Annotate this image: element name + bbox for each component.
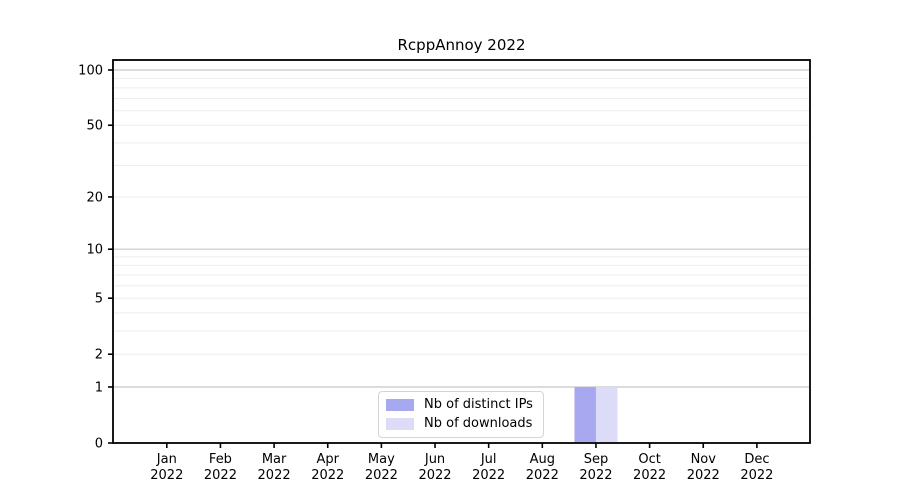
y-tick-label: 10 xyxy=(86,243,103,258)
x-tick-label-month: Jan xyxy=(156,452,177,467)
bar-sep-2022-series-1 xyxy=(595,386,618,442)
x-tick-label-year: 2022 xyxy=(472,468,505,483)
y-tick-label: 1 xyxy=(95,380,103,395)
x-tick-label-month: Feb xyxy=(209,452,232,467)
minor-gridlines xyxy=(114,77,809,355)
legend-label-distinct-ips: Nb of distinct IPs xyxy=(424,397,533,412)
x-axis: Jan2022Feb2022Mar2022Apr2022May2022Jun20… xyxy=(150,443,773,483)
chart-title: RcppAnnoy 2022 xyxy=(397,36,526,54)
bar-sep-2022-series-0 xyxy=(574,386,596,442)
x-tick-label-month: Aug xyxy=(530,452,555,467)
x-tick-label-year: 2022 xyxy=(258,468,291,483)
legend-swatch-distinct-ips xyxy=(386,399,414,411)
x-tick-label-month: Jun xyxy=(424,452,445,467)
x-tick-label-month: Apr xyxy=(316,452,339,467)
y-tick-label: 20 xyxy=(86,190,103,205)
x-tick-label-year: 2022 xyxy=(150,468,183,483)
x-tick-label-year: 2022 xyxy=(418,468,451,483)
x-tick-label-year: 2022 xyxy=(740,468,773,483)
legend-item-downloads: Nb of downloads xyxy=(386,416,533,432)
legend-label-downloads: Nb of downloads xyxy=(424,416,533,431)
chart-legend: Nb of distinct IPs Nb of downloads xyxy=(378,391,544,438)
legend-swatch-downloads xyxy=(386,418,414,430)
x-tick-label-year: 2022 xyxy=(526,468,559,483)
x-tick-label-year: 2022 xyxy=(687,468,720,483)
y-tick-label: 100 xyxy=(78,64,103,79)
y-tick-label: 5 xyxy=(95,292,103,307)
y-tick-label: 2 xyxy=(95,348,103,363)
major-gridlines xyxy=(114,69,809,388)
legend-item-distinct-ips: Nb of distinct IPs xyxy=(386,397,533,413)
y-tick-label: 50 xyxy=(86,119,103,134)
x-tick-label-month: Jul xyxy=(480,452,497,467)
x-tick-label-month: Oct xyxy=(638,452,660,467)
x-tick-label-year: 2022 xyxy=(311,468,344,483)
x-tick-label-month: Dec xyxy=(744,452,769,467)
x-tick-label-month: Sep xyxy=(584,452,609,467)
plot-frame xyxy=(112,59,811,444)
x-tick-label-year: 2022 xyxy=(365,468,398,483)
bars xyxy=(574,386,618,442)
x-tick-label-year: 2022 xyxy=(633,468,666,483)
x-tick-label-month: Nov xyxy=(691,452,717,467)
x-tick-label-year: 2022 xyxy=(204,468,237,483)
y-tick-label: 0 xyxy=(95,437,103,452)
x-tick-label-month: Mar xyxy=(262,452,287,467)
y-axis: 0 1 2 5 10 20 50 100 xyxy=(78,64,113,452)
x-tick-label-month: May xyxy=(368,452,395,467)
x-tick-label-year: 2022 xyxy=(579,468,612,483)
